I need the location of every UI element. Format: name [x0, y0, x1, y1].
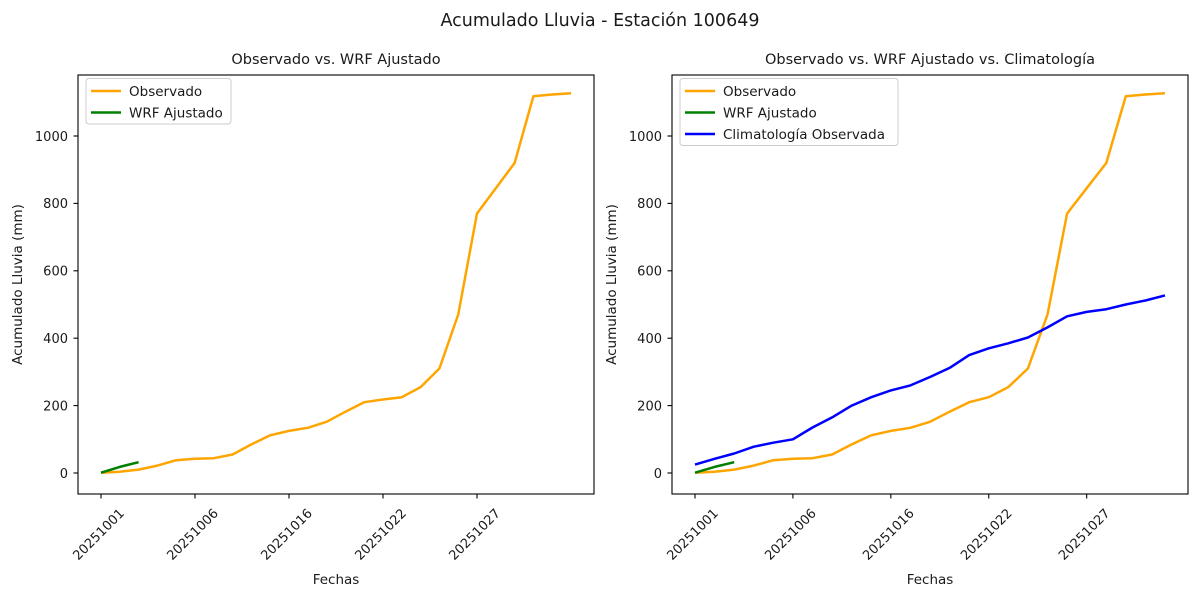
legend-label-observado: Observado [723, 84, 796, 100]
x-tick-label: 20251006 [164, 506, 221, 563]
x-tick-label: 20251016 [860, 506, 917, 563]
chart-0-group: Observado vs. WRF Ajustado 20251001 202510… [10, 52, 595, 588]
y-tick-label: 400 [637, 332, 662, 347]
x-tick-label: 20251027 [446, 506, 503, 563]
legend-label-observado: Observado [129, 84, 202, 100]
y-tick-label: 200 [43, 399, 68, 414]
y-tick-label: 800 [43, 197, 68, 212]
legend-label-wrf-ajustado: WRF Ajustado [129, 105, 223, 121]
y-axis-label: Acumulado Lluvia (mm) [604, 204, 620, 365]
legend-box [85, 78, 232, 125]
y-tick-label: 0 [654, 467, 662, 482]
chart-title: Observado vs. WRF Ajustado [231, 52, 440, 68]
legend-box [679, 78, 899, 146]
series-line-climatolog-a-observada [694, 294, 1166, 466]
y-tick-label: 600 [637, 265, 662, 280]
x-tick-label: 20251022 [352, 506, 409, 563]
y-tick-label: 800 [637, 197, 662, 212]
y-tick-label: 1000 [35, 130, 68, 145]
series-line-observado [100, 91, 572, 474]
legend-label-wrf-ajustado: WRF Ajustado [723, 105, 817, 121]
axes-frame [671, 74, 1189, 495]
y-axis-label: Acumulado Lluvia (mm) [10, 204, 26, 365]
series-line-wrf-ajustado [694, 460, 735, 474]
x-axis-label: Fechas [907, 572, 954, 588]
x-tick-label: 20251001 [664, 506, 721, 563]
figure-suptitle: Acumulado Lluvia - Estación 100649 [440, 11, 760, 31]
x-axis-label: Fechas [313, 572, 360, 588]
y-tick-label: 200 [637, 399, 662, 414]
x-tick-label: 20251022 [958, 506, 1015, 563]
x-tick-label: 20251027 [1056, 506, 1113, 563]
y-tick-label: 1000 [629, 130, 662, 145]
chart-1-group: Observado vs. WRF Ajustado vs. Climatolo… [604, 52, 1189, 588]
legend-label-climatolog-a-observada: Climatología Observada [723, 127, 885, 143]
x-tick-label: 20251006 [762, 506, 819, 563]
y-tick-label: 400 [43, 332, 68, 347]
y-tick-label: 0 [60, 467, 68, 482]
x-tick-label: 20251001 [70, 506, 127, 563]
chart-title: Observado vs. WRF Ajustado vs. Climatolo… [765, 52, 1095, 68]
series-line-wrf-ajustado [100, 460, 139, 474]
axes-frame [77, 74, 595, 495]
y-tick-label: 600 [43, 265, 68, 280]
x-tick-label: 20251016 [258, 506, 315, 563]
series-line-observado [694, 91, 1166, 474]
